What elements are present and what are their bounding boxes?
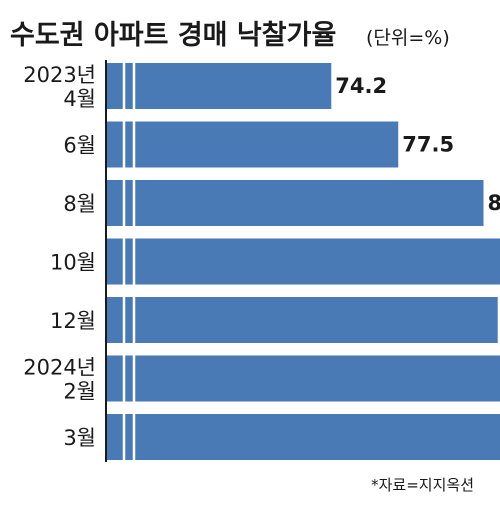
value-label: 74.2 <box>335 74 387 98</box>
category-label: 12월 <box>50 309 96 333</box>
category-label: 2023년 <box>23 63 96 87</box>
category-label: 6월 <box>63 134 96 158</box>
source-note: *자료=지지옥션 <box>371 476 474 494</box>
value-label: 81.7 <box>488 191 500 215</box>
bar <box>106 355 500 402</box>
bar <box>106 180 484 226</box>
chart-title: 수도권 아파트 경매 낙찰가율 <box>10 20 336 51</box>
value-label: 77.5 <box>402 133 454 157</box>
category-label: 8월 <box>63 192 96 216</box>
category-label: 3월 <box>63 426 96 450</box>
category-label: 2월 <box>63 380 96 404</box>
category-label: 10월 <box>50 251 96 275</box>
chart-unit: (단위=%) <box>366 27 450 49</box>
bar <box>106 238 500 285</box>
bar <box>106 414 500 460</box>
category-label: 4월 <box>63 87 96 111</box>
bars: 74.22023년4월77.56월81.78월85.410월82.412월85.… <box>23 63 500 460</box>
bar <box>106 63 332 109</box>
bar <box>106 297 498 343</box>
category-label: 2024년 <box>23 356 96 380</box>
bar <box>106 121 399 168</box>
